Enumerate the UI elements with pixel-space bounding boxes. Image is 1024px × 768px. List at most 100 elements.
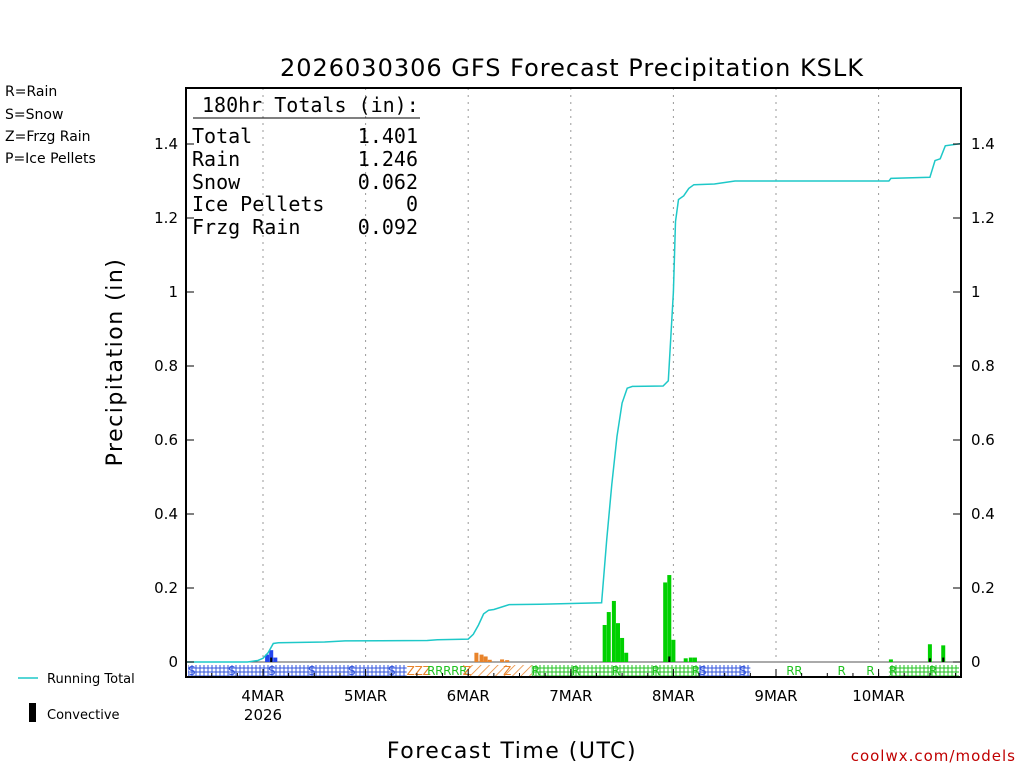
precip-type-marker: R <box>794 664 802 678</box>
totals-box: 180hr Totals (in): Total 1.401 Rain 1.24… <box>192 93 420 239</box>
y-tick-label-left: 0.6 <box>154 431 178 449</box>
totals-total-label: Total <box>192 124 252 148</box>
precip-bar-snow <box>273 657 278 662</box>
precip-bar-rain <box>888 659 893 662</box>
precip-type-marker: S <box>739 664 747 678</box>
precip-type-marker: S <box>268 664 276 678</box>
y-tick-label-right: 0 <box>971 653 981 671</box>
precip-type-marker: S <box>228 664 236 678</box>
precip-type-marker: S <box>699 664 707 678</box>
precip-type-marker: R <box>838 664 846 678</box>
convective-bar <box>928 658 931 662</box>
y-tick-label-left: 1.4 <box>154 135 178 153</box>
precip-bar-frzg <box>500 659 505 662</box>
x-axis-year: 2026 <box>244 706 282 724</box>
legend-frzg-rain: Z=Frzg Rain <box>5 129 91 145</box>
y-tick-label-left: 0 <box>168 653 178 671</box>
plot-frame <box>185 87 962 678</box>
convective-legend-label: Convective <box>47 708 120 723</box>
precip-bar-rain <box>692 657 697 662</box>
x-axis-label: Forecast Time (UTC) <box>387 739 637 764</box>
convective-bars <box>270 656 945 662</box>
totals-frzg-rain-value: 0.092 <box>358 215 418 239</box>
precip-type-marker: R <box>692 664 700 678</box>
precip-type-marker: R <box>889 664 897 678</box>
totals-frzg-rain-label: Frzg Rain <box>192 215 300 239</box>
precip-bar-rain <box>927 644 932 662</box>
convective-bar <box>942 657 945 662</box>
precip-bar-frzg <box>474 652 479 662</box>
precip-bar-rain <box>683 658 688 662</box>
precip-bar-rain <box>671 639 676 662</box>
precip-bar-rain <box>611 600 616 662</box>
precip-type-marker: R <box>451 664 459 678</box>
precip-bar-frzg <box>505 660 510 662</box>
precip-bar-rain <box>606 612 611 662</box>
convective-bar <box>668 656 671 662</box>
x-tick-label: 5MAR <box>344 687 387 705</box>
precip-bar-rain <box>620 637 625 662</box>
precip-type-legend: R=Rain S=Snow Z=Frzg Rain P=Ice Pellets <box>5 84 96 167</box>
totals-header: 180hr Totals (in): <box>202 93 419 117</box>
chart-title: 2026030306 GFS Forecast Precipitation KS… <box>280 54 864 82</box>
legend-ice-pellets: P=Ice Pellets <box>5 151 96 167</box>
y-tick-label-right: 0.4 <box>971 505 995 523</box>
running-total-line <box>186 142 961 663</box>
y-tick-label-right: 0.2 <box>971 579 995 597</box>
precip-type-marker: Z <box>463 664 471 678</box>
convective-legend-swatch <box>29 703 36 722</box>
y-tick-label-left: 1 <box>168 283 178 301</box>
precip-type-marker: R <box>786 664 794 678</box>
x-axis-ticks: 4MAR 5MAR 6MAR 7MAR 8MAR 9MAR 10MAR <box>185 669 957 705</box>
precip-type-band <box>188 665 407 676</box>
x-tick-label: 6MAR <box>447 687 490 705</box>
y-tick-label-left: 1.2 <box>154 209 178 227</box>
precip-bar-frzg <box>479 654 484 662</box>
running-total-polyline <box>186 142 961 663</box>
y-axis-ticks: 0 0 0.2 0.2 0.4 0.4 0.6 0.6 0.8 0.8 1 1 1.2 1.2 1.4 1.4 <box>154 135 995 671</box>
precip-type-marker: R <box>612 664 620 678</box>
legend-snow: S=Snow <box>5 107 63 123</box>
precip-type-marker: R <box>427 664 435 678</box>
precip-type-marker: R <box>866 664 874 678</box>
precip-bar-rain <box>941 645 946 662</box>
precip-type-band <box>531 665 700 676</box>
x-tick-label: 4MAR <box>241 687 284 705</box>
precip-type-marker: Z <box>407 664 415 678</box>
precip-bar-rain <box>624 652 629 662</box>
y-tick-label-right: 1.4 <box>971 135 995 153</box>
precip-bar-rain <box>602 625 607 662</box>
precip-type-marker: R <box>532 664 540 678</box>
precip-bar-frzg <box>487 659 492 662</box>
x-tick-label: 9MAR <box>754 687 797 705</box>
precip-bar-frzg <box>483 656 488 662</box>
totals-rain-label: Rain <box>192 147 240 171</box>
precip-type-marker: R <box>435 664 443 678</box>
y-tick-label-right: 0.6 <box>971 431 995 449</box>
precip-type-marker: R <box>443 664 451 678</box>
y-tick-label-left: 0.4 <box>154 505 178 523</box>
precip-type-marker: S <box>308 664 316 678</box>
y-tick-label-right: 1 <box>971 283 981 301</box>
totals-snow-value: 0.062 <box>358 170 418 194</box>
totals-rain-value: 1.246 <box>358 147 418 171</box>
precip-bars <box>265 575 946 662</box>
precip-type-marker: Z <box>503 664 511 678</box>
gridlines <box>186 88 961 663</box>
x-tick-label: 10MAR <box>852 687 905 705</box>
y-tick-label-left: 0.2 <box>154 579 178 597</box>
totals-ice-pellets-value: 0 <box>406 192 418 216</box>
totals-total-value: 1.401 <box>358 124 418 148</box>
precip-bar-rain <box>663 582 668 662</box>
precip-type-band <box>888 665 959 676</box>
precip-type-band <box>699 665 751 676</box>
precip-type-marker: Z <box>423 664 431 678</box>
precip-type-marker: S <box>188 664 196 678</box>
series-legend: Running Total Convective <box>18 672 135 723</box>
running-total-legend-label: Running Total <box>47 672 135 687</box>
precip-bar-rain <box>615 623 620 662</box>
precip-type-marker: S <box>388 664 396 678</box>
precip-type-marker: R <box>929 664 937 678</box>
convective-bar <box>270 657 273 662</box>
